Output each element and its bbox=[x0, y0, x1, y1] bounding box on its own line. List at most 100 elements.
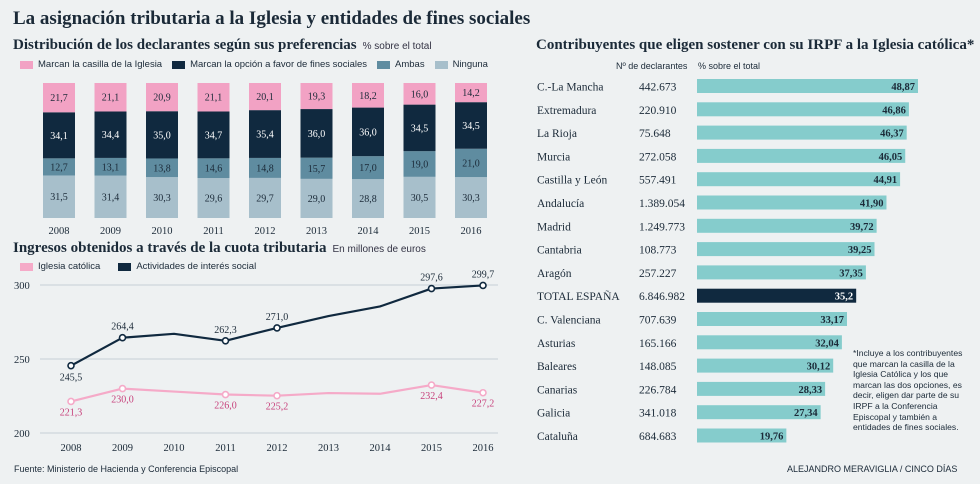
x-tick-label: 2010 bbox=[164, 443, 185, 454]
x-tick-label: 2012 bbox=[255, 226, 276, 237]
stacked-bar-segment bbox=[94, 157, 127, 176]
stacked-bar-value-label: 20,9 bbox=[153, 93, 171, 104]
x-tick-label: 2014 bbox=[370, 443, 392, 454]
x-tick-label: 2009 bbox=[100, 226, 121, 237]
stacked-bar-segment bbox=[352, 156, 384, 180]
hbar bbox=[697, 288, 857, 303]
stacked-bar-value-label: 30,3 bbox=[462, 193, 480, 204]
legend-item-fines: Marcan la opción a favor de fines social… bbox=[172, 59, 367, 70]
line-chart: 300 250 200 221,3 230,0 226,0 225,2 232,4 227,2 2… bbox=[14, 270, 498, 454]
hbar-value-label: 30,12 bbox=[807, 362, 831, 373]
stacked-bar-value-label: 34,5 bbox=[462, 121, 480, 132]
hbar bbox=[697, 358, 834, 373]
main-title: La asignación tributaria a la Iglesia y … bbox=[13, 8, 531, 29]
stacked-bar-segment bbox=[94, 111, 127, 158]
stacked-bar-segment bbox=[249, 177, 281, 218]
x-tick-label: 2011 bbox=[215, 443, 236, 454]
x-tick-label: 2008 bbox=[61, 443, 82, 454]
x-tick-label: 2013 bbox=[306, 226, 327, 237]
stacked-bar-segment bbox=[94, 175, 127, 218]
legend-item-iglesia-catolica: Iglesia católica bbox=[20, 261, 100, 272]
stacked-bar-chart: 31,5 12,7 34,1 21,7 2008 31,4 13,1 34,4 21,1 2009… bbox=[43, 83, 487, 237]
stacked-bar-value-label: 31,5 bbox=[50, 192, 68, 203]
line-chart-legend: Iglesia católica Actividades de interés … bbox=[20, 261, 266, 272]
stacked-bar-value-label: 21,0 bbox=[462, 158, 480, 169]
x-tick-label: 2016 bbox=[461, 226, 482, 237]
stacked-bar-value-label: 12,7 bbox=[50, 162, 68, 173]
legend-swatch-lightsteel bbox=[434, 60, 448, 69]
region-label: C. Valenciana bbox=[537, 315, 601, 327]
declarantes-value: 148.085 bbox=[639, 361, 677, 373]
legend-swatch-line-navy bbox=[118, 262, 132, 271]
horizontal-bar-chart: C.-La Mancha 442.673 48,87 Extremadura 220.9… bbox=[537, 79, 918, 443]
stacked-bar-value-label: 36,0 bbox=[359, 127, 377, 138]
hbar-value-label: 44,91 bbox=[873, 175, 897, 186]
stacked-bar-value-label: 17,0 bbox=[359, 163, 377, 174]
hbar bbox=[697, 172, 901, 187]
legend-label-fines: Marcan la opción a favor de fines social… bbox=[190, 59, 367, 70]
interes-social-value-label: 271,0 bbox=[266, 312, 289, 323]
iglesia-value-label: 232,4 bbox=[420, 391, 443, 402]
y-tick-label: 300 bbox=[14, 281, 30, 292]
x-tick-label: 2008 bbox=[49, 226, 70, 237]
hbar-value-label: 46,37 bbox=[880, 129, 904, 140]
y-tick-label: 200 bbox=[14, 429, 30, 440]
hbar bbox=[697, 148, 906, 163]
stacked-bar-segment bbox=[300, 109, 333, 158]
hbar bbox=[697, 218, 877, 233]
hbar-value-label: 27,34 bbox=[794, 408, 818, 419]
hbar bbox=[697, 195, 887, 210]
stacked-bar-value-label: 19,3 bbox=[308, 92, 326, 103]
legend-item-iglesia: Marcan la casilla de la Iglesia bbox=[20, 59, 162, 70]
hbar bbox=[697, 428, 787, 443]
stacked-bar-value-label: 21,1 bbox=[102, 93, 120, 104]
iglesia-point bbox=[479, 388, 487, 397]
stacked-bar-value-label: 19,0 bbox=[411, 160, 429, 171]
stacked-bar-segment bbox=[300, 157, 333, 179]
declarantes-value: 272.058 bbox=[639, 151, 677, 163]
hbar-value-label: 46,05 bbox=[879, 152, 903, 163]
declarantes-value: 442.673 bbox=[639, 82, 677, 94]
legend-item-ninguna: Ninguna bbox=[434, 59, 488, 70]
x-tick-label: 2015 bbox=[421, 443, 442, 454]
region-label: Cantabria bbox=[537, 245, 582, 257]
footnote: *Incluye a los contribuyentes que marcan… bbox=[853, 348, 963, 433]
declarantes-value: 6.846.982 bbox=[639, 291, 685, 303]
stacked-bar-segment bbox=[352, 83, 384, 108]
hbar-value-label: 19,76 bbox=[760, 432, 784, 443]
legend-item-interes-social: Actividades de interés social bbox=[118, 261, 256, 272]
stacked-bar-value-label: 30,5 bbox=[411, 193, 429, 204]
region-label: Andalucía bbox=[537, 198, 584, 210]
legend-swatch-pink bbox=[20, 60, 33, 69]
declarantes-value: 226.784 bbox=[639, 384, 677, 396]
stacked-bar-segment bbox=[352, 179, 384, 218]
credit: ALEJANDRO MERAVIGLIA / CINCO DÍAS bbox=[787, 464, 958, 474]
hbar-value-label: 48,87 bbox=[891, 82, 915, 93]
legend-label-iglesia-catolica: Iglesia católica bbox=[38, 261, 101, 272]
stacked-bar-segment bbox=[43, 158, 75, 176]
stacked-bar-value-label: 35,4 bbox=[256, 130, 274, 141]
iglesia-point bbox=[67, 397, 75, 406]
declarantes-value: 341.018 bbox=[639, 408, 677, 420]
declarantes-value: 707.639 bbox=[639, 315, 677, 327]
hbar bbox=[697, 381, 826, 396]
stacked-chart-title-text: Distribución de los declarantes según su… bbox=[13, 37, 357, 53]
region-label: Extremadura bbox=[537, 105, 596, 117]
stacked-bar-value-label: 15,7 bbox=[308, 164, 326, 175]
stacked-bar-segment bbox=[455, 148, 487, 178]
region-label: Galicia bbox=[537, 408, 570, 420]
stacked-bar-segment bbox=[146, 158, 178, 178]
declarantes-value: 165.166 bbox=[639, 338, 677, 350]
region-label: Asturias bbox=[537, 338, 576, 350]
hbar-value-label: 33,17 bbox=[820, 315, 844, 326]
hbar-value-label: 28,33 bbox=[798, 385, 822, 396]
declarantes-value: 557.491 bbox=[639, 175, 677, 187]
hbar-value-label: 35,2 bbox=[835, 292, 853, 303]
x-tick-label: 2009 bbox=[112, 443, 133, 454]
legend-item-ambas: Ambas bbox=[377, 59, 425, 70]
declarantes-value: 108.773 bbox=[639, 245, 677, 257]
stacked-bar-segment bbox=[146, 83, 178, 112]
hbar-value-label: 39,25 bbox=[848, 245, 872, 256]
iglesia-point bbox=[273, 391, 281, 400]
hbar-value-label: 37,35 bbox=[839, 268, 863, 279]
